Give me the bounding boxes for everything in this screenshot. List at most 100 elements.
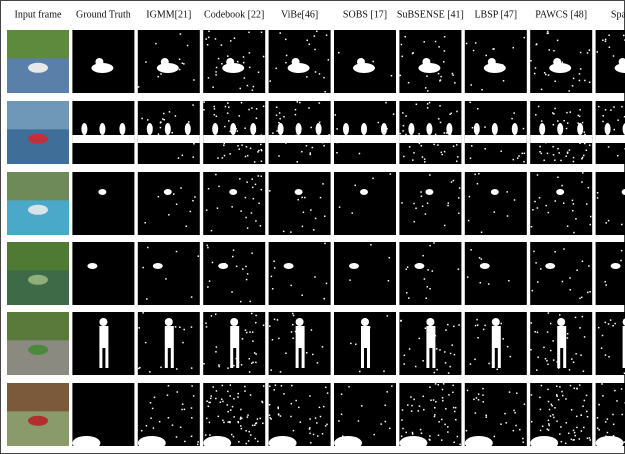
noise-speck <box>543 438 545 440</box>
input-frame <box>7 30 69 93</box>
noise-speck <box>245 329 247 331</box>
mask-background <box>399 242 461 305</box>
noise-speck <box>454 82 456 84</box>
noise-speck <box>231 291 233 293</box>
noise-speck <box>554 80 556 82</box>
noise-speck <box>354 185 356 187</box>
segmentation-mask <box>530 30 592 93</box>
noise-speck <box>274 267 276 269</box>
foreground-blob <box>556 189 564 195</box>
noise-speck <box>419 405 421 407</box>
noise-speck <box>419 143 421 145</box>
noise-speck <box>452 392 454 394</box>
noise-speck <box>443 61 445 63</box>
noise-speck <box>571 439 573 441</box>
noise-speck <box>313 229 315 231</box>
foreground-blob <box>147 123 153 135</box>
noise-speck <box>582 261 584 263</box>
noise-speck <box>427 202 429 204</box>
noise-speck <box>539 397 541 399</box>
noise-speck <box>165 278 167 280</box>
noise-speck <box>583 370 585 372</box>
noise-speck <box>241 428 243 430</box>
noise-speck <box>230 40 232 42</box>
noise-speck <box>285 39 287 41</box>
noise-speck <box>231 206 233 208</box>
noise-speck <box>558 359 560 361</box>
noise-speck <box>407 404 409 406</box>
noise-speck <box>237 145 239 147</box>
noise-speck <box>231 336 233 338</box>
noise-speck <box>563 120 565 122</box>
noise-speck <box>547 331 549 333</box>
noise-speck <box>537 207 539 209</box>
noise-speck <box>220 140 222 142</box>
noise-speck <box>389 428 391 430</box>
noise-speck <box>269 414 271 416</box>
noise-speck <box>605 436 607 438</box>
foreground-blob <box>203 436 231 450</box>
noise-speck <box>249 301 251 303</box>
noise-speck <box>613 424 615 426</box>
noise-speck <box>292 324 294 326</box>
mask-background <box>465 242 527 305</box>
noise-speck <box>191 436 193 438</box>
foreground-blob <box>530 436 558 450</box>
noise-speck <box>440 76 442 78</box>
scene-object <box>28 205 48 215</box>
noise-speck <box>407 266 409 268</box>
noise-speck <box>449 127 451 129</box>
noise-speck <box>224 263 226 265</box>
noise-speck <box>440 79 442 81</box>
noise-speck <box>544 72 546 74</box>
noise-speck <box>324 216 326 218</box>
noise-speck <box>258 72 260 74</box>
noise-speck <box>565 398 567 400</box>
noise-speck <box>208 402 210 404</box>
noise-speck <box>326 283 328 285</box>
noise-speck <box>286 55 288 57</box>
foreground-blob <box>95 58 103 66</box>
noise-speck <box>494 436 496 438</box>
noise-speck <box>458 324 460 326</box>
noise-speck <box>547 428 549 430</box>
mask-background <box>72 30 134 93</box>
noise-speck <box>146 425 148 427</box>
noise-speck <box>222 420 224 422</box>
noise-speck <box>546 360 548 362</box>
noise-speck <box>223 145 225 147</box>
noise-speck <box>451 113 453 115</box>
noise-speck <box>405 134 407 136</box>
noise-speck <box>503 138 505 140</box>
noise-speck <box>477 324 479 326</box>
mask-background <box>596 242 625 305</box>
foreground-blob <box>498 348 501 368</box>
noise-speck <box>243 140 245 142</box>
noise-speck <box>299 102 301 104</box>
noise-speck <box>598 404 600 406</box>
noise-speck <box>573 78 575 80</box>
noise-speck <box>444 151 446 153</box>
noise-speck <box>303 212 305 214</box>
noise-speck <box>513 112 515 114</box>
noise-speck <box>579 142 581 144</box>
segmentation-mask <box>596 172 625 235</box>
noise-speck <box>297 101 299 103</box>
noise-speck <box>608 323 610 325</box>
noise-speck <box>245 156 247 158</box>
noise-speck <box>279 112 281 114</box>
noise-speck <box>450 134 452 136</box>
noise-speck <box>550 350 552 352</box>
noise-speck <box>322 433 324 435</box>
segmentation-mask <box>269 383 331 450</box>
segmentation-mask <box>72 101 134 164</box>
noise-speck <box>168 214 170 216</box>
noise-speck <box>445 329 447 331</box>
noise-speck <box>614 129 616 131</box>
noise-speck <box>524 37 526 39</box>
noise-speck <box>424 161 426 163</box>
noise-speck <box>206 326 208 328</box>
noise-speck <box>573 161 575 163</box>
noise-speck <box>310 127 312 128</box>
noise-speck <box>180 187 182 189</box>
